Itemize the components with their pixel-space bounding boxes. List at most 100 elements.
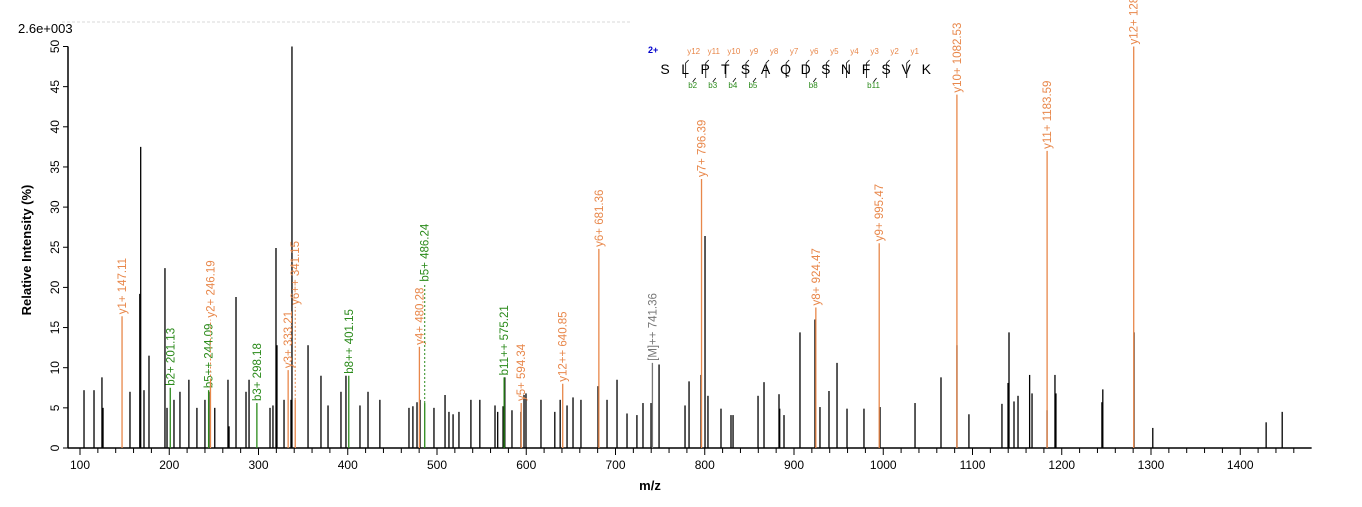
peak-annotation: y12+ 1280.63	[1129, 0, 1141, 45]
y-tick-label: 35	[48, 160, 62, 174]
x-tick-label: 100	[70, 458, 90, 472]
peak-annotation: y8+ 924.47	[811, 248, 823, 305]
y-ion-label: y8	[770, 47, 779, 56]
intensity-scale-label: 2.6e+003	[18, 21, 73, 36]
sequence-residue: S	[821, 61, 830, 77]
b-ion-label: b3	[708, 81, 717, 90]
peak-annotation: y2+ 246.19	[205, 260, 217, 317]
y-cleavage-mark	[685, 59, 689, 78]
y-ion-label: y10	[727, 47, 740, 56]
sequence-residue: S	[741, 61, 750, 77]
y-tick-label: 10	[48, 361, 62, 375]
b-ion-label: b5	[748, 81, 757, 90]
y-ion-label: y9	[750, 47, 759, 56]
peak-annotation: y4+ 480.28	[414, 288, 426, 345]
peak-annotation: y12++ 640.85	[558, 311, 570, 381]
y-cleavage-mark	[805, 59, 810, 78]
b-cleavage-mark	[812, 77, 817, 83]
y-tick-label: 30	[48, 200, 62, 214]
x-tick-label: 400	[338, 458, 358, 472]
peak-annotation: y7+ 796.39	[697, 120, 709, 177]
y-cleavage-mark	[886, 59, 890, 78]
charge-state: 2+	[648, 45, 658, 55]
b-cleavage-mark	[712, 77, 717, 83]
axes: 0 5 10 15 20 25 30 35 40 45 50 100 200 300 400 500 600 70…	[48, 40, 1312, 472]
b-cleavage-mark	[873, 77, 877, 83]
y-ion-label: y3	[870, 47, 879, 56]
y-cleavage-mark	[765, 59, 770, 78]
y-cleavage-mark	[705, 59, 710, 78]
y-tick-label: 50	[48, 40, 62, 54]
b-ion-label: b11	[867, 81, 880, 90]
y-axis-title: Relative Intensity (%)	[19, 185, 34, 316]
b-cleavage-mark	[732, 77, 737, 83]
sequence-residue: S	[881, 61, 890, 77]
x-tick-label: 600	[516, 458, 536, 472]
y-cleavage-mark	[785, 59, 790, 78]
peak-annotation: b2+ 201.13	[165, 328, 177, 386]
y-ion-label: y12	[687, 47, 700, 56]
x-tick-label: 300	[248, 458, 268, 472]
y-tick-label: 5	[48, 404, 62, 411]
y-cleavage-mark	[825, 59, 830, 78]
y-ion-label: y5	[830, 47, 839, 56]
sequence-residue: K	[922, 61, 932, 77]
y-ion-label: y4	[850, 47, 859, 56]
y-tick-label: 25	[48, 240, 62, 254]
x-tick-label: 900	[784, 458, 804, 472]
peak-annotation: y10+ 1082.53	[952, 23, 964, 93]
peak-annotation: y11+ 1183.59	[1042, 81, 1054, 149]
y-ion-label: y11	[708, 47, 721, 56]
b-ion-label: b2	[688, 81, 697, 90]
x-tick-label: 1300	[1138, 458, 1165, 472]
peak-annotation: y5+ 594.34	[516, 343, 528, 401]
x-tick-label: 700	[605, 458, 625, 472]
y-ion-label: y1	[911, 47, 920, 56]
peak-annotation: b3+ 298.18	[252, 343, 264, 401]
x-tick-label: 1000	[870, 458, 897, 472]
y-cleavage-mark	[846, 59, 850, 78]
peak-annotation: b5+ 486.24	[420, 223, 432, 281]
y-tick-label: 0	[48, 444, 62, 451]
y-tick-label: 20	[48, 280, 62, 294]
sequence-residue: L	[681, 61, 689, 77]
sequence-residue: F	[862, 61, 871, 77]
b-ion-label: b8	[809, 81, 818, 90]
x-tick-label: 800	[695, 458, 715, 472]
sequence-residue: P	[701, 61, 710, 77]
peak-annotation: b5++ 244.09	[204, 324, 216, 389]
y-cleavage-mark	[725, 59, 730, 78]
y-ion-label: y7	[790, 47, 799, 56]
b-cleavage-mark	[752, 77, 757, 83]
y-tick-label: 15	[48, 321, 62, 335]
sequence-residue: Q	[780, 61, 791, 77]
annotations: y1+ 147.11 b2+ 201.13 b5++ 244.09 y2+ 246.1…	[117, 0, 1141, 448]
sequence-residue: D	[801, 61, 811, 77]
x-tick-label: 200	[159, 458, 179, 472]
x-axis-title: m/z	[639, 478, 661, 493]
y-ion-label: y6	[810, 47, 819, 56]
peak-annotation: y6+ 681.36	[594, 190, 606, 247]
y-tick-label: 40	[48, 120, 62, 134]
y-ion-label: y2	[890, 47, 899, 56]
b-ion-label: b4	[728, 81, 737, 90]
x-tick-label: 500	[427, 458, 447, 472]
peak-annotation: b8++ 401.15	[344, 309, 356, 374]
b-cleavage-mark	[692, 77, 696, 83]
peak-annotation: y1+ 147.11	[117, 258, 129, 314]
y-cleavage-mark	[906, 59, 911, 78]
peak-annotation: y9+ 995.47	[874, 184, 886, 241]
sequence-residue: S	[660, 61, 669, 77]
peak-annotation: [M]++ 741.36	[647, 293, 659, 361]
peak-annotation: y3+ 333.21	[283, 311, 295, 368]
x-tick-label: 1400	[1227, 458, 1254, 472]
peak-annotation: b11++ 575.21	[499, 305, 511, 375]
x-tick-label: 1100	[960, 458, 986, 472]
x-tick-label: 1200	[1048, 458, 1075, 472]
sequence-residue: N	[841, 61, 851, 77]
y-cleavage-mark	[866, 59, 870, 78]
y-tick-label: 45	[48, 80, 62, 94]
y-cleavage-mark	[745, 59, 750, 78]
